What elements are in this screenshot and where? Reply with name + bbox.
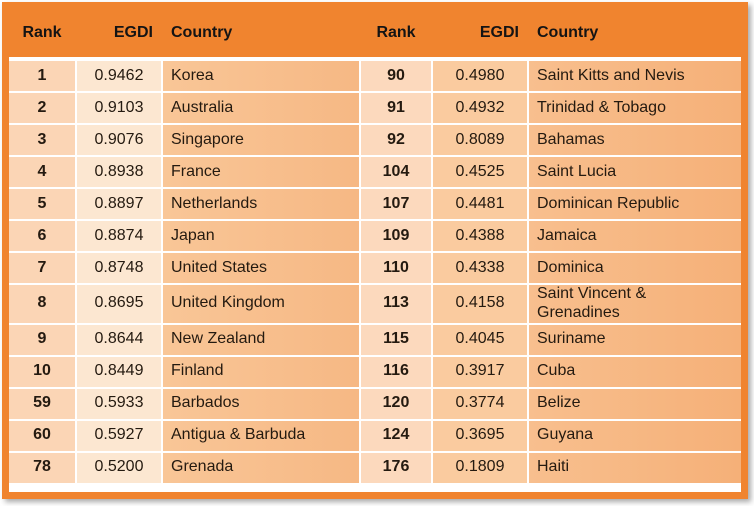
country-cell-left: France (163, 157, 359, 187)
egdi-cell-right: 0.3774 (433, 388, 527, 419)
country-cell-right: Saint Kitts and Nevis (529, 61, 741, 91)
egdi-cell-left: 0.8874 (77, 221, 161, 251)
rank-cell-right: 90 (361, 61, 431, 91)
rank-cell-right: 110 (361, 253, 431, 283)
rank-cell-left: 78 (9, 452, 75, 483)
country-cell-right: Haiti (529, 452, 741, 483)
egdi-cell-left: 0.5933 (77, 388, 161, 419)
country-cell-right: Jamaica (529, 221, 741, 251)
rank-cell-left: 8 (9, 285, 75, 323)
rank-cell-right: 115 (361, 324, 431, 355)
country-cell-right: Bahamas (529, 125, 741, 155)
country-cell-right: Suriname (529, 324, 741, 355)
rank-cell-left: 6 (9, 221, 75, 251)
egdi-cell-right: 0.4158 (433, 285, 527, 323)
egdi-cell-right: 0.4338 (433, 253, 527, 283)
country-cell-right: Cuba (529, 356, 741, 387)
country-cell-left: Antigua & Barbuda (163, 420, 359, 451)
egdi-cell-left: 0.8897 (77, 189, 161, 219)
rank-cell-left: 2 (9, 93, 75, 123)
header-country-left: Country (171, 23, 233, 41)
rank-cell-left: 5 (9, 189, 75, 219)
egdi-cell-left: 0.9462 (77, 61, 161, 91)
header-egdi-left: EGDI (113, 23, 153, 41)
table-header-row: Rank EGDI Country Rank EGDI Country (9, 9, 741, 57)
egdi-cell-right: 0.4045 (433, 324, 527, 355)
country-cell-right: Saint Lucia (529, 157, 741, 187)
rank-cell-left: 60 (9, 420, 75, 451)
egdi-cell-left: 0.8644 (77, 324, 161, 355)
rank-cell-right: 109 (361, 221, 431, 251)
rank-cell-right: 120 (361, 388, 431, 419)
rank-cell-right: 116 (361, 356, 431, 387)
country-cell-left: Japan (163, 221, 359, 251)
egdi-cell-right: 0.3695 (433, 420, 527, 451)
egdi-cell-right: 0.4388 (433, 221, 527, 251)
country-cell-left: Barbados (163, 388, 359, 419)
egdi-ranking-table: Rank EGDI Country Rank EGDI Country 1 0.… (2, 2, 748, 499)
rank-cell-left: 3 (9, 125, 75, 155)
country-cell-right: Guyana (529, 420, 741, 451)
header-rank-right: Rank (376, 23, 416, 41)
egdi-cell-left: 0.9103 (77, 93, 161, 123)
rank-cell-right: 107 (361, 189, 431, 219)
rank-cell-left: 7 (9, 253, 75, 283)
table-body: 1 0.9462 Korea 90 0.4980 Saint Kitts and… (9, 57, 741, 492)
egdi-cell-left: 0.8748 (77, 253, 161, 283)
rank-cell-right: 91 (361, 93, 431, 123)
country-cell-right: Saint Vincent & Grenadines (529, 285, 741, 323)
rank-cell-right: 124 (361, 420, 431, 451)
rank-cell-left: 9 (9, 324, 75, 355)
egdi-cell-right: 0.4932 (433, 93, 527, 123)
egdi-cell-left: 0.8938 (77, 157, 161, 187)
egdi-cell-left: 0.8449 (77, 356, 161, 387)
egdi-cell-right: 0.1809 (433, 452, 527, 483)
header-egdi-right: EGDI (479, 23, 519, 41)
egdi-cell-left: 0.5927 (77, 420, 161, 451)
egdi-cell-right: 0.3917 (433, 356, 527, 387)
country-cell-left: United States (163, 253, 359, 283)
rank-cell-right: 113 (361, 285, 431, 323)
rank-cell-right: 176 (361, 452, 431, 483)
egdi-cell-left: 0.5200 (77, 452, 161, 483)
rank-cell-left: 4 (9, 157, 75, 187)
header-rank-left: Rank (22, 23, 62, 41)
rank-cell-right: 104 (361, 157, 431, 187)
egdi-cell-right: 0.4980 (433, 61, 527, 91)
header-country-right: Country (537, 23, 599, 41)
country-cell-left: Singapore (163, 125, 359, 155)
egdi-cell-left: 0.8695 (77, 285, 161, 323)
egdi-cell-right: 0.4481 (433, 189, 527, 219)
country-cell-left: Netherlands (163, 189, 359, 219)
rank-cell-left: 59 (9, 388, 75, 419)
country-cell-left: Finland (163, 356, 359, 387)
country-cell-left: Australia (163, 93, 359, 123)
rank-cell-left: 10 (9, 356, 75, 387)
country-cell-left: Grenada (163, 452, 359, 483)
country-cell-right: Dominica (529, 253, 741, 283)
country-cell-left: New Zealand (163, 324, 359, 355)
country-cell-right: Belize (529, 388, 741, 419)
country-cell-left: Korea (163, 61, 359, 91)
country-cell-right: Dominican Republic (529, 189, 741, 219)
rank-cell-right: 92 (361, 125, 431, 155)
country-cell-right: Trinidad & Tobago (529, 93, 741, 123)
egdi-cell-right: 0.4525 (433, 157, 527, 187)
rank-cell-left: 1 (9, 61, 75, 91)
country-cell-left: United Kingdom (163, 285, 359, 323)
egdi-cell-left: 0.9076 (77, 125, 161, 155)
egdi-cell-right: 0.8089 (433, 125, 527, 155)
